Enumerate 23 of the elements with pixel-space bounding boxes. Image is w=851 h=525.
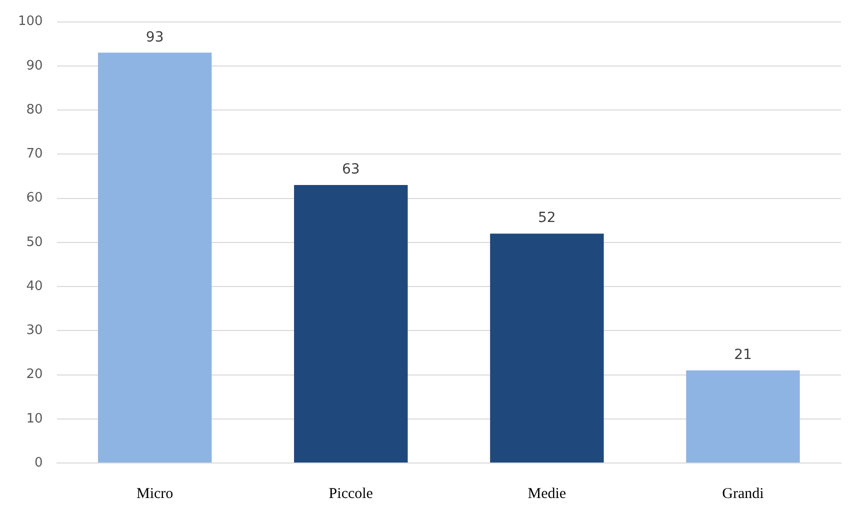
x-tick-label: Grandi: [722, 486, 764, 502]
data-label: 52: [538, 210, 556, 226]
x-tick-label: Piccole: [328, 486, 374, 502]
y-tick-label: 10: [26, 411, 43, 426]
y-tick-label: 0: [34, 455, 43, 470]
data-label: 21: [734, 346, 752, 363]
x-tick-label: Medie: [528, 486, 566, 502]
y-tick-label: 100: [18, 14, 43, 30]
bar: [294, 185, 408, 462]
bar: [98, 52, 212, 462]
y-tick-label: 40: [26, 278, 43, 294]
y-tick-label: 70: [26, 146, 43, 162]
bar: [490, 234, 604, 462]
y-tick-label: 60: [26, 190, 43, 206]
data-label: 63: [342, 162, 360, 178]
y-tick-label: 30: [26, 323, 43, 338]
y-tick-label: 50: [26, 234, 43, 250]
bar: [686, 370, 800, 462]
data-label: 93: [146, 29, 164, 46]
y-tick-label: 80: [26, 102, 43, 118]
y-tick-label: 20: [26, 367, 43, 382]
y-tick-label: 90: [26, 58, 43, 74]
x-tick-label: Micro: [136, 486, 174, 502]
